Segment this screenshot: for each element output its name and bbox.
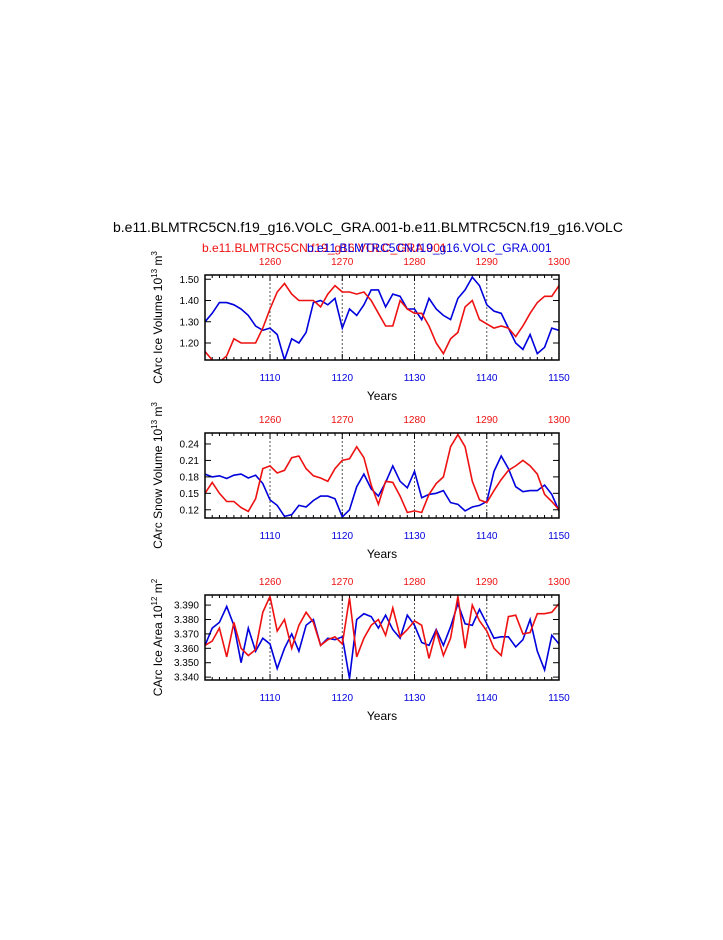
y-axis-label-part: 3 <box>150 251 159 256</box>
y-tick-label: 1.50 <box>180 275 200 286</box>
y-tick-label: 1.30 <box>180 317 200 328</box>
series-line-blue <box>205 454 559 518</box>
y-axis-label: CArc Ice Volume 1013 m3 <box>150 251 165 384</box>
bottom-tick-label: 1130 <box>404 693 426 704</box>
y-tick-label: 0.18 <box>180 472 200 483</box>
y-tick-label: 3.390 <box>174 601 199 612</box>
bottom-tick-label: 1140 <box>476 693 498 704</box>
plot-frame <box>204 274 560 361</box>
y-axis-label-part: 13 <box>150 268 159 277</box>
bottom-tick-label: 1120 <box>332 531 354 542</box>
panel-1: 1.20 1.30 1.40 1.50 1110 1120 1130 1140 1150 1260… <box>150 251 571 403</box>
series-line-red <box>205 282 559 360</box>
y-axis-label-part: CArc Ice Volume 10 <box>151 278 165 384</box>
bottom-tick-label: 1110 <box>260 693 281 704</box>
bottom-tick-label: 1150 <box>548 531 570 542</box>
y-axis-label-part: m <box>151 407 165 420</box>
y-axis-label-part: CArc Snow Volume 10 <box>151 428 165 548</box>
y-axis-label: CArc Ice Area 1012 m2 <box>150 578 165 696</box>
bottom-tick-label: 1120 <box>332 373 354 384</box>
top-tick-label: 1290 <box>476 577 499 588</box>
x-axis-label: Years <box>367 389 397 403</box>
plot-frame <box>204 594 560 681</box>
y-tick-label: 3.350 <box>174 658 199 669</box>
y-tick-label: 3.340 <box>174 673 199 684</box>
bottom-tick-label: 1140 <box>476 531 498 542</box>
series-line-red <box>205 433 559 514</box>
top-tick-label: 1300 <box>548 415 571 426</box>
x-axis-label: Years <box>367 547 397 561</box>
y-tick-label: 3.370 <box>174 629 199 640</box>
bottom-tick-label: 1140 <box>476 373 498 384</box>
y-tick-label: 0.15 <box>180 489 200 500</box>
top-tick-label: 1270 <box>331 577 354 588</box>
y-axis-label-part: 13 <box>150 419 159 428</box>
y-tick-label: 0.12 <box>180 505 200 516</box>
panel-3: 3.340 3.350 3.360 3.370 3.380 3.390 1110 1120 11… <box>150 577 571 723</box>
y-axis-label-part: m <box>151 256 165 269</box>
y-tick-label: 1.20 <box>180 339 200 350</box>
top-tick-label: 1260 <box>259 257 282 268</box>
legend-red-label: b.e11.BLMTRC5CN.f19_g16.VOLC_GRA.001 <box>202 241 447 255</box>
y-tick-label: 3.380 <box>174 615 199 626</box>
bottom-tick-label: 1120 <box>332 693 354 704</box>
top-tick-label: 1260 <box>259 577 282 588</box>
series-line-red <box>205 595 559 659</box>
top-tick-label: 1300 <box>548 577 571 588</box>
top-tick-label: 1280 <box>403 415 426 426</box>
bottom-tick-label: 1150 <box>548 373 570 384</box>
bottom-tick-label: 1150 <box>548 693 570 704</box>
top-tick-label: 1270 <box>331 257 354 268</box>
y-axis-label-part: CArc Ice Area 10 <box>151 605 165 696</box>
y-axis-label-part: 12 <box>150 596 159 605</box>
y-tick-label: 0.21 <box>180 456 200 467</box>
y-tick-label: 3.360 <box>174 644 199 655</box>
y-tick-label: 0.24 <box>180 439 200 450</box>
figure-title: b.e11.BLMTRC5CN.f19_g16.VOLC_GRA.001-b.e… <box>113 219 623 235</box>
series-line-blue <box>205 601 559 679</box>
series-line-blue <box>205 275 559 360</box>
plot-frame <box>204 432 560 519</box>
y-axis-label-part: 3 <box>150 402 159 407</box>
top-tick-label: 1280 <box>403 257 426 268</box>
top-tick-label: 1260 <box>259 415 282 426</box>
top-tick-label: 1290 <box>476 257 499 268</box>
top-tick-label: 1300 <box>548 257 571 268</box>
bottom-tick-label: 1110 <box>260 373 281 384</box>
panel-2: 0.12 0.15 0.18 0.21 0.24 1110 1120 1130 1140 1150… <box>150 402 571 561</box>
y-axis-label-part: 2 <box>150 578 159 583</box>
bottom-tick-label: 1110 <box>260 531 281 542</box>
top-tick-label: 1280 <box>403 577 426 588</box>
y-axis-label: CArc Snow Volume 1013 m3 <box>150 402 165 549</box>
y-axis-label-part: m <box>151 583 165 596</box>
legend-blue-label: b.e11.BLMTRC5CN.f19_g16.VOLC_GRA.001 <box>307 241 552 255</box>
bottom-tick-label: 1130 <box>404 373 426 384</box>
y-tick-label: 1.40 <box>180 296 200 307</box>
bottom-tick-label: 1130 <box>404 531 426 542</box>
x-axis-label: Years <box>367 709 397 723</box>
top-tick-label: 1270 <box>331 415 354 426</box>
top-tick-label: 1290 <box>476 415 499 426</box>
